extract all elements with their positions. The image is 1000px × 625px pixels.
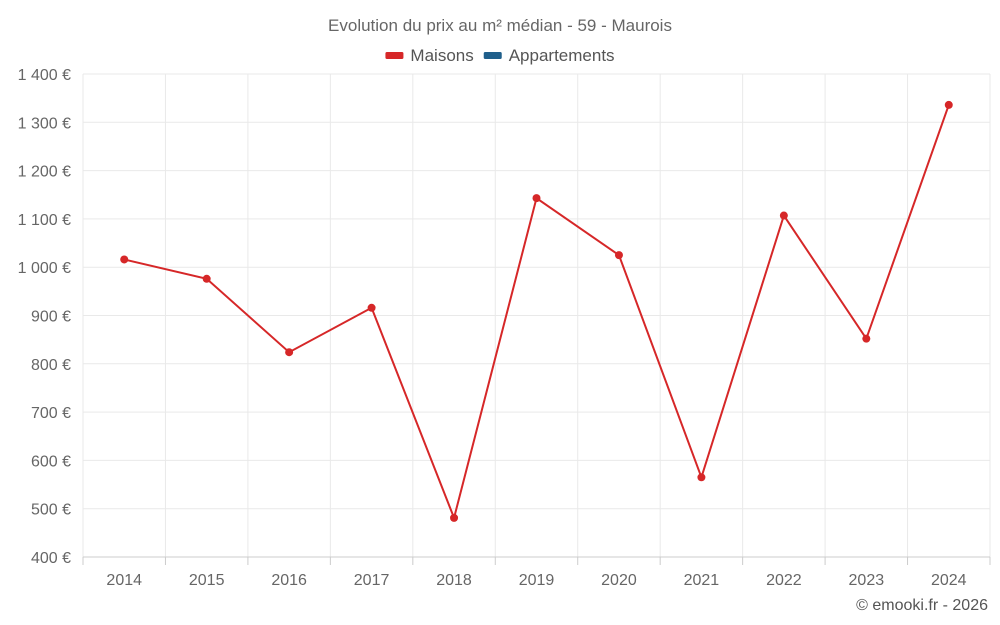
x-tick-label: 2019: [519, 572, 555, 589]
y-tick-label: 1 300 €: [18, 115, 71, 132]
legend-label: Maisons: [410, 46, 473, 65]
data-point: [614, 251, 623, 260]
y-tick-label: 1 000 €: [18, 260, 71, 277]
legend-item-maisons: Maisons: [385, 46, 474, 65]
x-tick-label: 2022: [766, 572, 802, 589]
x-tick-label: 2016: [271, 572, 307, 589]
legend-label: Appartements: [509, 46, 615, 65]
credit-text: © emooki.fr - 2026: [856, 597, 988, 614]
y-tick-label: 900 €: [31, 309, 71, 326]
x-tick-label: 2024: [931, 572, 967, 589]
data-point: [697, 473, 706, 482]
data-point: [450, 513, 459, 522]
y-tick-label: 700 €: [31, 405, 71, 422]
y-tick-label: 500 €: [31, 502, 71, 519]
data-point: [285, 348, 294, 357]
x-tick-label: 2014: [106, 572, 142, 589]
plot-area: [120, 100, 953, 522]
x-tick-label: 2015: [189, 572, 225, 589]
data-point: [202, 274, 211, 283]
x-tick-label: 2023: [849, 572, 885, 589]
x-tick-label: 2020: [601, 572, 637, 589]
legend-swatch: [385, 52, 404, 59]
legend-item-appartements: Appartements: [483, 46, 615, 65]
x-tick-label: 2017: [354, 572, 390, 589]
y-tick-label: 1 200 €: [18, 164, 71, 181]
data-point: [367, 303, 376, 312]
legend-swatch: [483, 52, 502, 59]
data-point: [862, 334, 871, 343]
y-tick-label: 1 100 €: [18, 212, 71, 229]
x-tick-label: 2018: [436, 572, 472, 589]
x-tick-label: 2021: [684, 572, 720, 589]
data-point: [532, 194, 541, 203]
chart-title: Evolution du prix au m² médian - 59 - Ma…: [328, 16, 672, 35]
legend: Maisons Appartements: [385, 46, 615, 65]
y-tick-label: 1 400 €: [18, 67, 71, 84]
data-point: [779, 211, 788, 220]
data-point: [944, 100, 953, 109]
y-tick-label: 600 €: [31, 453, 71, 470]
data-point: [120, 255, 129, 264]
y-axis: 400 € 500 € 600 € 700 € 800 € 900 € 1 000 € 1 1…: [18, 67, 71, 567]
x-axis: 2014 2015 2016 2017 2018 2019 2020 2021 2022 2023…: [106, 572, 966, 589]
y-tick-label: 400 €: [31, 550, 71, 567]
y-tick-label: 800 €: [31, 357, 71, 374]
